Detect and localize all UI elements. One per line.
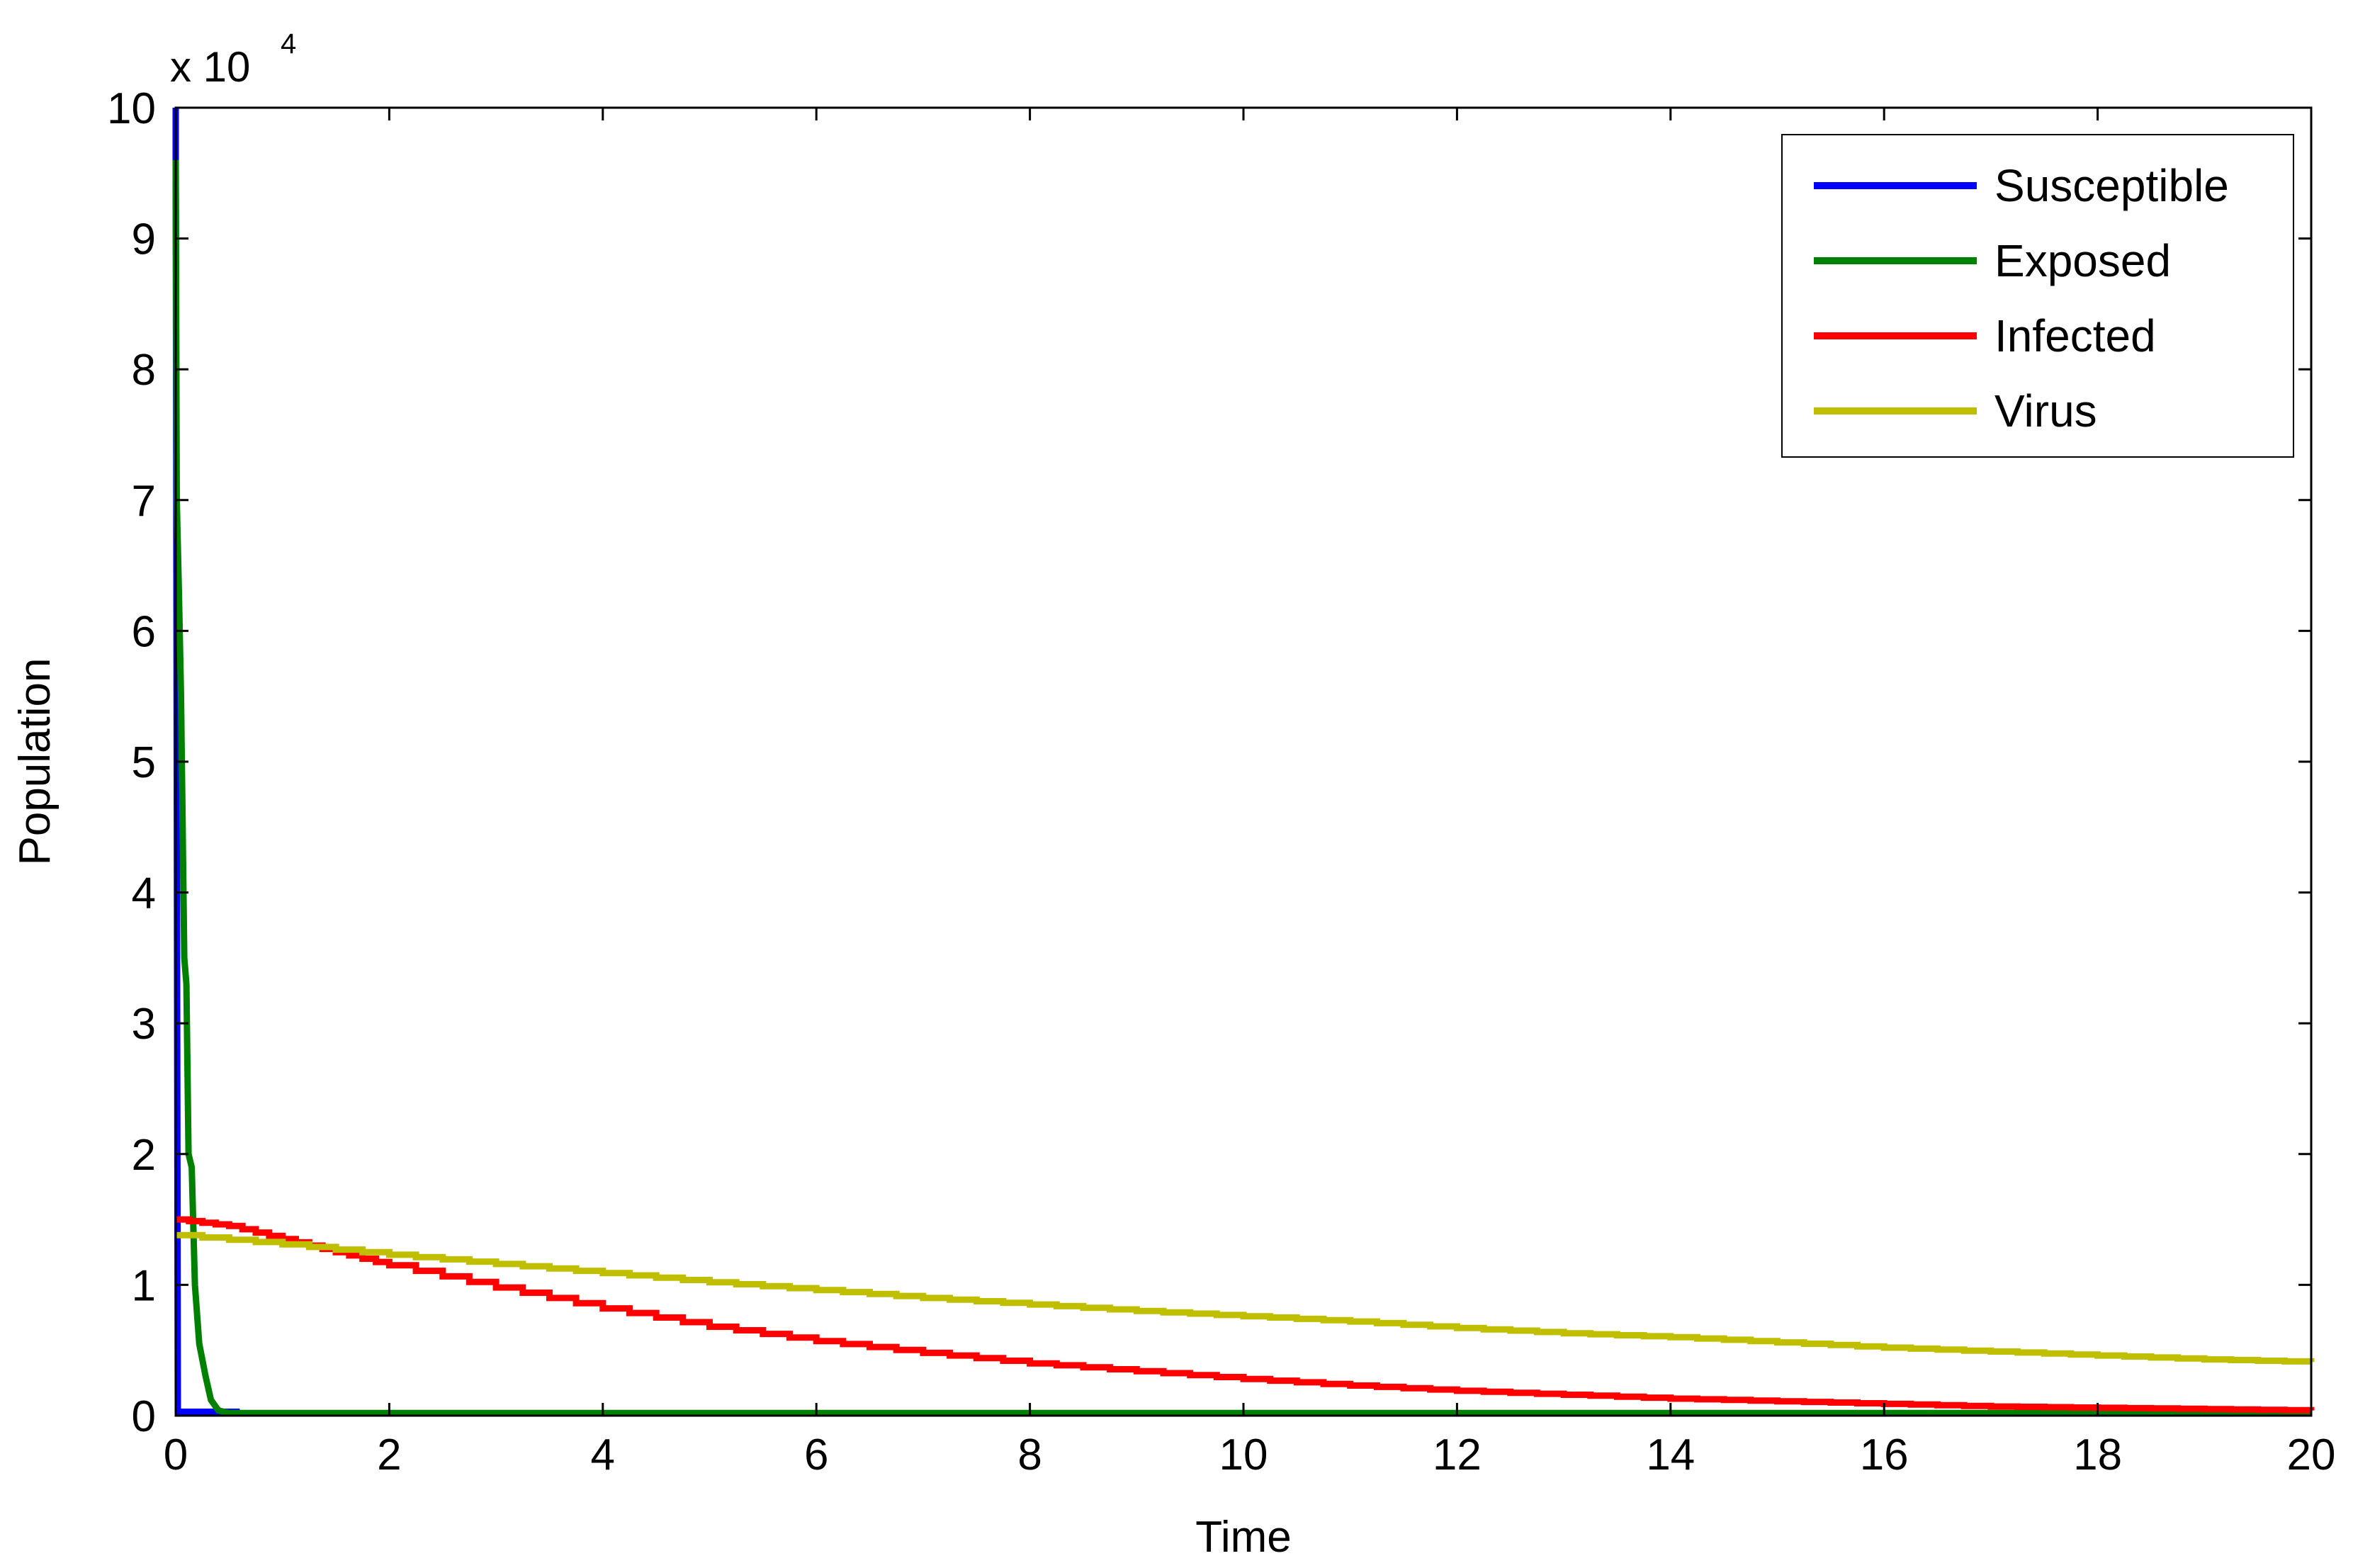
x-tick-label: 10 bbox=[1219, 1431, 1268, 1479]
y-tick-label: 3 bbox=[132, 1000, 156, 1049]
series-line-virus bbox=[176, 1231, 2315, 1365]
y-tick-label: 7 bbox=[132, 477, 156, 526]
y-tick-label: 6 bbox=[132, 607, 156, 656]
y-axis-label: Population bbox=[11, 658, 60, 865]
y-tick-label: 2 bbox=[132, 1131, 156, 1180]
y-tick-label: 8 bbox=[132, 346, 156, 395]
y-tick-label: 5 bbox=[132, 738, 156, 787]
x-tick-label: 16 bbox=[1860, 1431, 1909, 1479]
legend-label-susceptible: Susceptible bbox=[1994, 160, 2229, 211]
series-line-infected bbox=[176, 1216, 2315, 1414]
legend-label-exposed: Exposed bbox=[1994, 235, 2171, 286]
x-tick-label: 14 bbox=[1646, 1431, 1695, 1479]
y-axis-exponent-label: x 10 bbox=[170, 43, 250, 91]
y-tick-label: 9 bbox=[132, 215, 156, 264]
x-tick-label: 2 bbox=[377, 1431, 401, 1479]
x-tick-label: 18 bbox=[2073, 1431, 2122, 1479]
x-tick-label: 0 bbox=[164, 1431, 188, 1479]
legend: Susceptible Exposed Infected Virus bbox=[1781, 134, 2294, 458]
x-tick-label: 12 bbox=[1433, 1431, 1482, 1479]
x-tick-label: 6 bbox=[804, 1431, 828, 1479]
series-line-exposed bbox=[172, 159, 2311, 1416]
y-tick-label: 4 bbox=[132, 869, 156, 918]
y-tick-label: 1 bbox=[132, 1261, 156, 1310]
x-tick-label: 8 bbox=[1017, 1431, 1042, 1479]
legend-label-virus: Virus bbox=[1994, 385, 2097, 436]
x-axis-label: Time bbox=[1195, 1513, 1291, 1562]
y-axis-exponent-power: 4 bbox=[281, 28, 296, 60]
legend-label-infected: Infected bbox=[1994, 310, 2156, 361]
x-tick-label: 4 bbox=[591, 1431, 615, 1479]
x-tick-label: 20 bbox=[2287, 1431, 2336, 1479]
y-tick-label: 0 bbox=[132, 1392, 156, 1441]
y-tick-label: 10 bbox=[107, 84, 156, 133]
